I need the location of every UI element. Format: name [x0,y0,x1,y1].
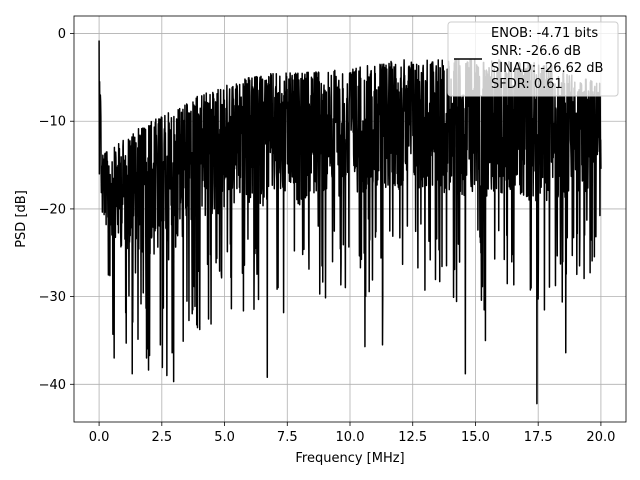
psd-series-line [98,40,602,405]
x-tick-label: 0.0 [89,430,110,445]
x-tick-label: 17.5 [524,430,553,445]
legend-entry-sfdr: SFDR: 0.61 [491,77,563,92]
legend-entry-sinad: SINAD: -26.62 dB [491,61,603,76]
legend-entry-snr: SNR: -26.6 dB [491,44,581,59]
legend-entry-enob: ENOB: -4.71 bits [491,26,598,41]
x-tick-label: 7.5 [277,430,298,445]
x-tick-label: 12.5 [398,430,427,445]
x-tick-label: 10.0 [336,430,365,445]
y-tick-label: 0 [58,27,66,42]
x-tick-label: 20.0 [586,430,615,445]
x-axis-title: Frequency [MHz] [295,451,404,466]
x-axis-ticks: 0.0 2.5 5.0 7.5 10.0 12.5 15.0 17.5 20.0 [89,422,615,445]
y-tick-label: −30 [39,290,66,305]
y-tick-label: −40 [39,378,66,393]
y-axis-ticks: 0 −10 −20 −30 −40 [39,27,74,393]
y-tick-label: −10 [39,115,66,130]
x-tick-label: 15.0 [461,430,490,445]
y-tick-label: −20 [39,202,66,217]
legend-box [447,21,619,97]
plot-area [98,40,602,405]
legend: ENOB: -4.71 bits SNR: -26.6 dB SINAD: -2… [447,21,619,97]
y-axis-title: PSD [dB] [14,190,29,248]
x-tick-label: 2.5 [151,430,172,445]
x-tick-label: 5.0 [214,430,235,445]
